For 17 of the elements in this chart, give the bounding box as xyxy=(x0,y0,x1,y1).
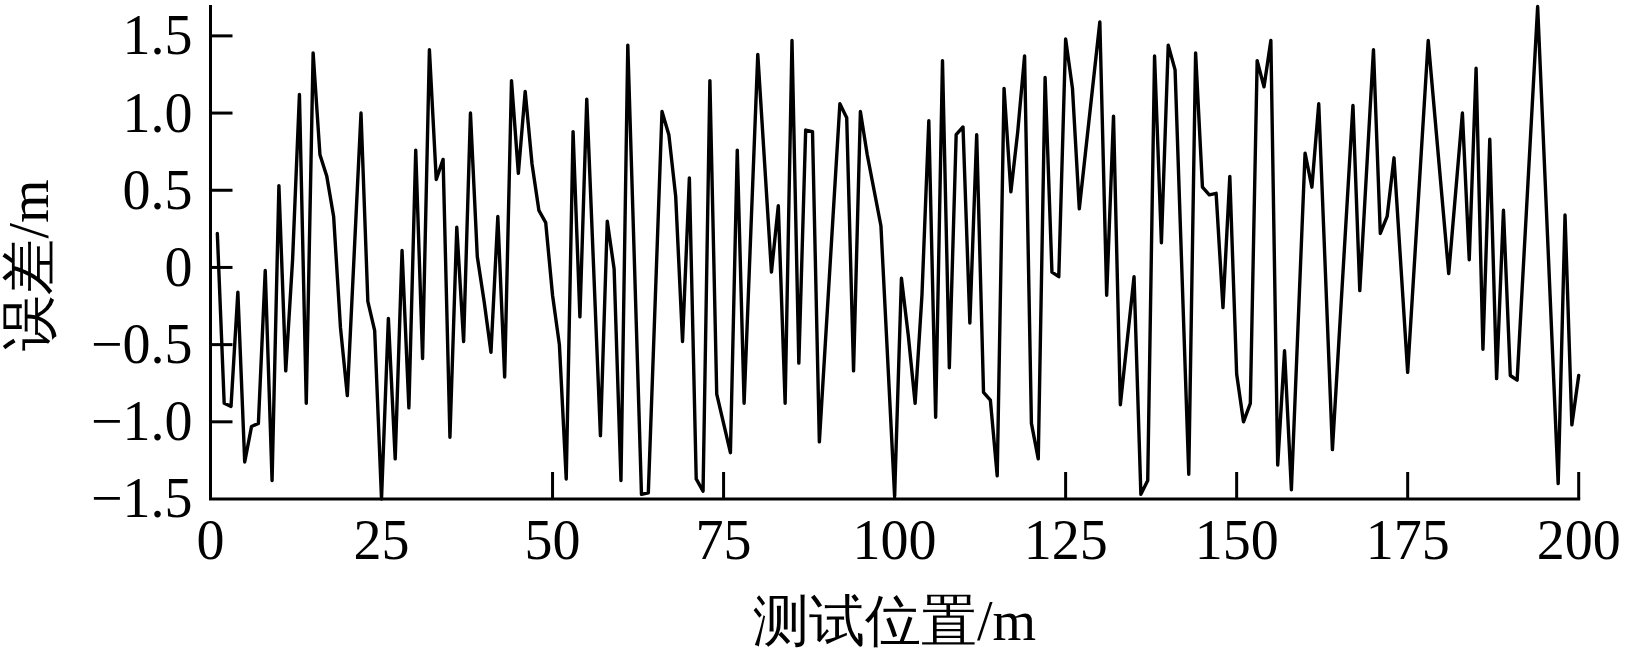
y-tick-label: 0 xyxy=(164,235,193,298)
x-axis-title: 测试位置/m xyxy=(753,590,1037,652)
x-tick-label: 150 xyxy=(1194,509,1279,571)
y-tick-label: −1.0 xyxy=(90,390,193,453)
x-tick-label: 125 xyxy=(1023,509,1108,571)
x-tick-label: 175 xyxy=(1365,509,1450,571)
y-tick-label: −1.5 xyxy=(90,467,193,530)
x-tick-label: 75 xyxy=(695,509,752,571)
x-tick-label: 200 xyxy=(1536,509,1621,571)
y-tick-label: 0.5 xyxy=(122,158,193,221)
x-tick-label: 25 xyxy=(353,509,410,571)
x-tick-label: 100 xyxy=(852,509,937,571)
y-axis-title: 误差/m xyxy=(0,179,60,351)
y-tick-label: 1.5 xyxy=(122,4,193,67)
x-tick-label: 50 xyxy=(524,509,581,571)
y-tick-label: −0.5 xyxy=(90,313,193,376)
y-tick-label: 1.0 xyxy=(122,81,193,144)
